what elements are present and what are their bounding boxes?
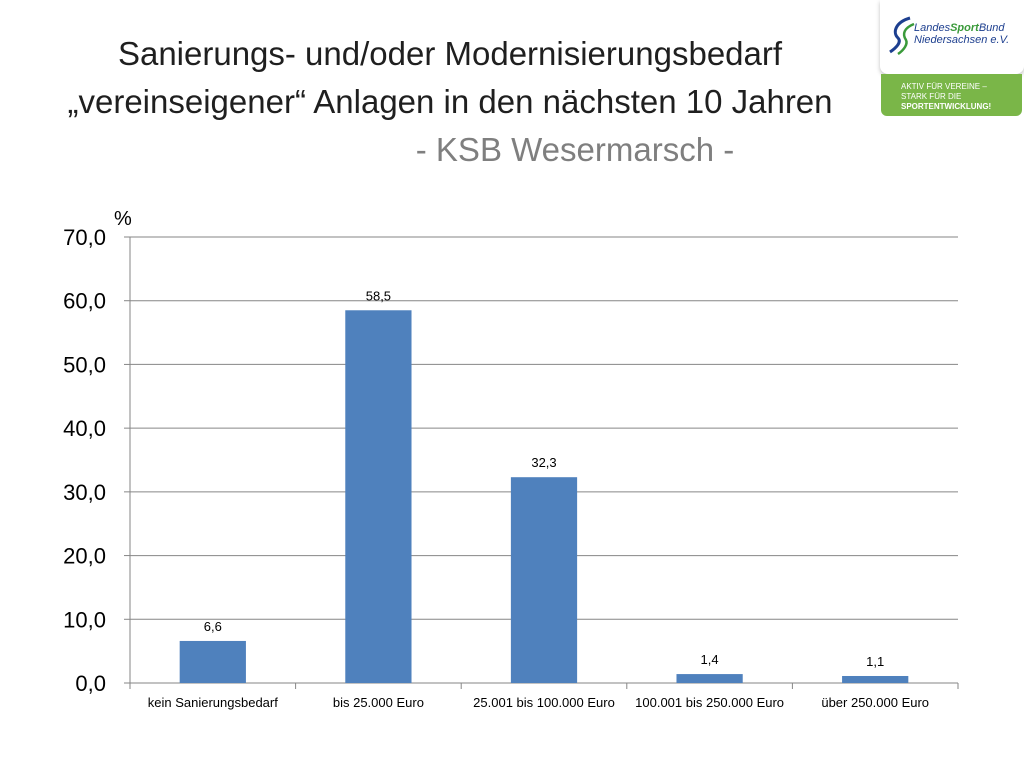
bar bbox=[676, 674, 743, 683]
slide-title: Sanierungs- und/oder Modernisierungsbeda… bbox=[0, 30, 900, 174]
slogan-line-2: STARK FÜR DIE bbox=[901, 92, 962, 101]
x-tick-label: bis 25.000 Euro bbox=[333, 695, 424, 710]
slogan-line-1: AKTIV FÜR VEREINE – bbox=[901, 82, 987, 91]
title-subtitle: - KSB Wesermarsch - bbox=[415, 131, 735, 168]
lsb-logo: LandesSportBund Niedersachsen e.V. bbox=[880, 0, 1024, 74]
bar bbox=[179, 640, 246, 683]
logo-slogan-banner: AKTIV FÜR VEREINE – STARK FÜR DIE SPORTE… bbox=[881, 74, 1022, 116]
data-label: 58,5 bbox=[366, 288, 391, 303]
x-tick-label: 25.001 bis 100.000 Euro bbox=[473, 695, 615, 710]
y-tick-label: 60,0 bbox=[63, 289, 106, 314]
data-label: 1,1 bbox=[866, 654, 884, 669]
bar bbox=[842, 675, 909, 683]
logo-name-part-3: Bund bbox=[978, 22, 1005, 34]
lsb-swoosh-icon bbox=[889, 16, 915, 56]
data-label: 6,6 bbox=[204, 619, 222, 634]
logo-name-part-1: Landes bbox=[914, 22, 951, 34]
y-tick-label: 0,0 bbox=[75, 671, 106, 696]
bar bbox=[345, 310, 412, 683]
data-label: 32,3 bbox=[531, 455, 556, 470]
x-tick-label: kein Sanierungsbedarf bbox=[148, 695, 278, 710]
y-tick-label: 20,0 bbox=[63, 544, 106, 569]
bar-chart: 0,0 10,0 20,0 30,0 40,0 50,0 60,0 70,0% 6,6 kein … bbox=[63, 208, 959, 710]
x-tick-label: 100.001 bis 250.000 Euro bbox=[635, 695, 784, 710]
logo-wordmark: LandesSportBund Niedersachsen e.V. bbox=[914, 22, 1009, 46]
y-tick-label: 10,0 bbox=[63, 607, 106, 632]
y-tick-label: 30,0 bbox=[63, 480, 106, 505]
y-axis-label: % bbox=[114, 208, 132, 230]
data-label: 1,4 bbox=[701, 652, 719, 667]
title-line-3: - KSB Wesermarsch - bbox=[0, 126, 900, 174]
title-line-1: Sanierungs- und/oder Modernisierungsbeda… bbox=[117, 35, 783, 72]
logo-name-line-2: Niedersachsen e.V. bbox=[914, 34, 1010, 46]
y-tick-label: 70,0 bbox=[63, 225, 106, 250]
y-tick-label: 40,0 bbox=[63, 416, 106, 441]
bar bbox=[510, 477, 578, 683]
slogan-line-3: SPORTENTWICKLUNG! bbox=[901, 102, 992, 111]
y-tick-label: 50,0 bbox=[63, 352, 106, 377]
logo-name-part-2: Sport bbox=[950, 22, 979, 34]
title-line-2: „vereinseigener“ Anlagen in den nächsten… bbox=[67, 83, 833, 120]
x-tick-label: über 250.000 Euro bbox=[821, 695, 929, 710]
